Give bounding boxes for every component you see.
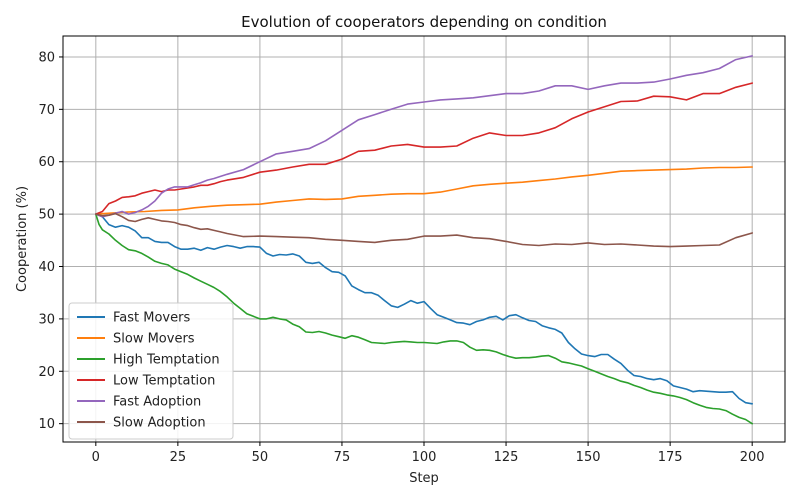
x-axis-label: Step bbox=[409, 471, 439, 486]
legend-entry: Slow Movers bbox=[113, 332, 195, 347]
series-line-high-temptation bbox=[95, 213, 754, 425]
y-tick-label: 50 bbox=[38, 208, 55, 223]
y-tick-label: 10 bbox=[38, 417, 55, 432]
x-tick-label: 150 bbox=[576, 450, 601, 465]
y-tick-label: 80 bbox=[38, 50, 55, 65]
legend-entry: Fast Adoption bbox=[113, 395, 201, 410]
x-tick-label: 100 bbox=[412, 450, 437, 465]
x-tick-label: 175 bbox=[658, 450, 683, 465]
series-line-fast-adoption bbox=[95, 55, 754, 218]
series-line-fast-movers bbox=[95, 213, 754, 405]
legend-entry: Low Temptation bbox=[113, 374, 215, 389]
legend-entry: High Temptation bbox=[113, 353, 220, 368]
chart-title: Evolution of cooperators depending on co… bbox=[241, 13, 607, 31]
legend-entry: Slow Adoption bbox=[113, 416, 206, 431]
x-tick-label: 0 bbox=[92, 450, 100, 465]
series-line-low-temptation bbox=[95, 82, 754, 215]
series-line-slow-adoption bbox=[95, 212, 754, 248]
x-tick-label: 200 bbox=[740, 450, 765, 465]
y-tick-label: 40 bbox=[38, 260, 55, 275]
axis-ticks: 0 25 50 75 100 125 150 175 200 10 20 30 40 50 60 70 80 bbox=[38, 50, 764, 465]
x-tick-label: 25 bbox=[170, 450, 187, 465]
legend-entry: Fast Movers bbox=[113, 311, 190, 326]
series-lines bbox=[95, 55, 754, 425]
legend-box bbox=[68, 302, 234, 440]
legend: Fast Movers Slow Movers High Temptation Low… bbox=[68, 302, 234, 440]
x-tick-label: 125 bbox=[494, 450, 519, 465]
y-tick-label: 30 bbox=[38, 312, 55, 327]
y-tick-label: 60 bbox=[38, 155, 55, 170]
series-line-slow-movers bbox=[95, 166, 754, 215]
y-axis-label: Cooperation (%) bbox=[15, 186, 30, 292]
y-tick-label: 70 bbox=[38, 103, 55, 118]
x-tick-label: 50 bbox=[252, 450, 269, 465]
y-tick-label: 20 bbox=[38, 365, 55, 380]
x-tick-label: 75 bbox=[334, 450, 351, 465]
